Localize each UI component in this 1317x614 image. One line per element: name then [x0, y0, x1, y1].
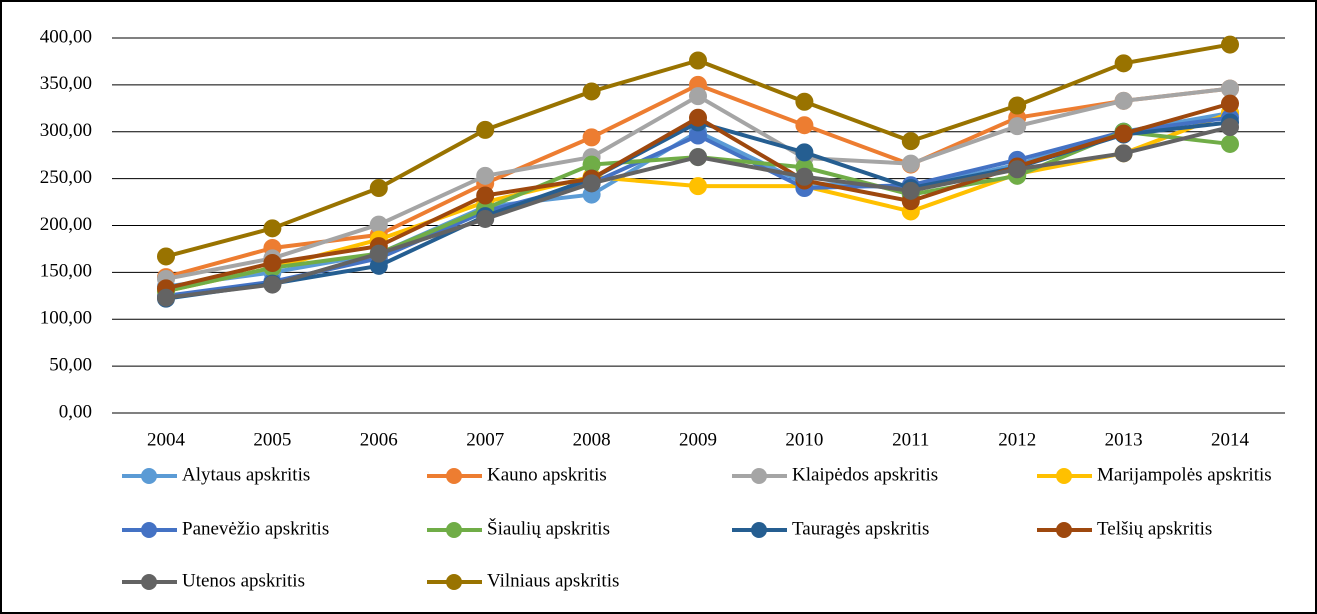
data-point	[476, 209, 495, 228]
data-point	[795, 92, 814, 111]
data-point	[1114, 144, 1133, 163]
data-point	[795, 167, 814, 186]
data-point	[476, 120, 495, 139]
data-point	[582, 155, 601, 174]
legend-marker	[446, 468, 462, 484]
legend-marker	[141, 468, 157, 484]
x-tick-label: 2011	[892, 429, 929, 450]
data-point	[795, 116, 814, 135]
data-point	[689, 108, 707, 127]
data-point	[582, 82, 601, 101]
legend-label: Alytaus apskritis	[182, 464, 310, 485]
data-point	[369, 179, 388, 197]
x-tick-label: 2013	[1105, 429, 1143, 450]
legend-marker	[141, 522, 157, 538]
y-tick-label: 400,00	[40, 26, 92, 47]
data-point	[582, 174, 601, 193]
y-tick-label: 0,00	[59, 401, 92, 422]
legend-label: Panevėžio apskritis	[182, 518, 329, 539]
data-point	[689, 126, 707, 145]
legend-marker	[446, 574, 462, 590]
data-point	[689, 87, 707, 106]
data-point	[901, 154, 920, 173]
legend-marker	[1056, 468, 1072, 484]
legend-label: Utenos apskritis	[182, 570, 305, 591]
legend-marker	[446, 522, 462, 538]
legend-marker	[141, 574, 157, 590]
data-point	[1008, 160, 1027, 179]
data-point	[369, 215, 388, 234]
legend-label: Vilniaus apskritis	[487, 570, 619, 591]
data-point	[689, 148, 707, 167]
data-point	[476, 186, 495, 205]
legend-marker	[1056, 522, 1072, 538]
y-tick-label: 150,00	[40, 261, 92, 282]
data-point	[157, 247, 175, 266]
legend-marker	[751, 468, 767, 484]
data-point	[369, 244, 388, 263]
x-tick-label: 2010	[785, 429, 823, 450]
data-point	[1221, 118, 1239, 137]
y-tick-label: 300,00	[40, 120, 92, 141]
data-point	[1114, 91, 1133, 110]
legend-label: Kauno apskritis	[487, 464, 607, 485]
x-tick-label: 2012	[998, 429, 1036, 450]
data-point	[1221, 35, 1239, 54]
x-tick-label: 2008	[573, 429, 611, 450]
x-tick-label: 2014	[1211, 429, 1250, 450]
data-point	[1221, 94, 1239, 113]
data-point	[263, 275, 282, 294]
y-tick-label: 200,00	[40, 214, 92, 235]
y-tick-label: 350,00	[40, 73, 92, 94]
data-point	[1008, 96, 1027, 115]
x-tick-label: 2009	[679, 429, 717, 450]
data-point	[263, 219, 282, 238]
data-point	[476, 166, 495, 185]
x-tick-label: 2007	[466, 429, 504, 450]
data-point	[582, 128, 601, 147]
y-tick-label: 50,00	[49, 354, 92, 375]
y-tick-label: 100,00	[40, 308, 92, 329]
legend-label: Tauragės apskritis	[792, 518, 929, 539]
data-point	[1221, 79, 1239, 98]
y-tick-label: 250,00	[40, 167, 92, 188]
data-point	[263, 254, 282, 272]
data-point	[689, 51, 707, 70]
data-point	[689, 177, 707, 196]
x-tick-label: 2004	[147, 429, 186, 450]
data-point	[901, 181, 920, 200]
data-point	[1008, 117, 1027, 136]
data-point	[157, 288, 175, 307]
x-tick-label: 2005	[253, 429, 291, 450]
data-point	[1114, 124, 1133, 143]
x-tick-label: 2006	[360, 429, 398, 450]
legend-label: Telšių apskritis	[1097, 518, 1212, 539]
data-point	[1114, 54, 1133, 73]
data-point	[901, 132, 920, 151]
data-point	[795, 143, 814, 162]
legend-label: Marijampolės apskritis	[1097, 464, 1272, 485]
legend-label: Šiaulių apskritis	[487, 517, 610, 539]
data-point	[1221, 134, 1239, 153]
legend-label: Klaipėdos apskritis	[792, 464, 938, 485]
legend-marker	[751, 522, 767, 538]
